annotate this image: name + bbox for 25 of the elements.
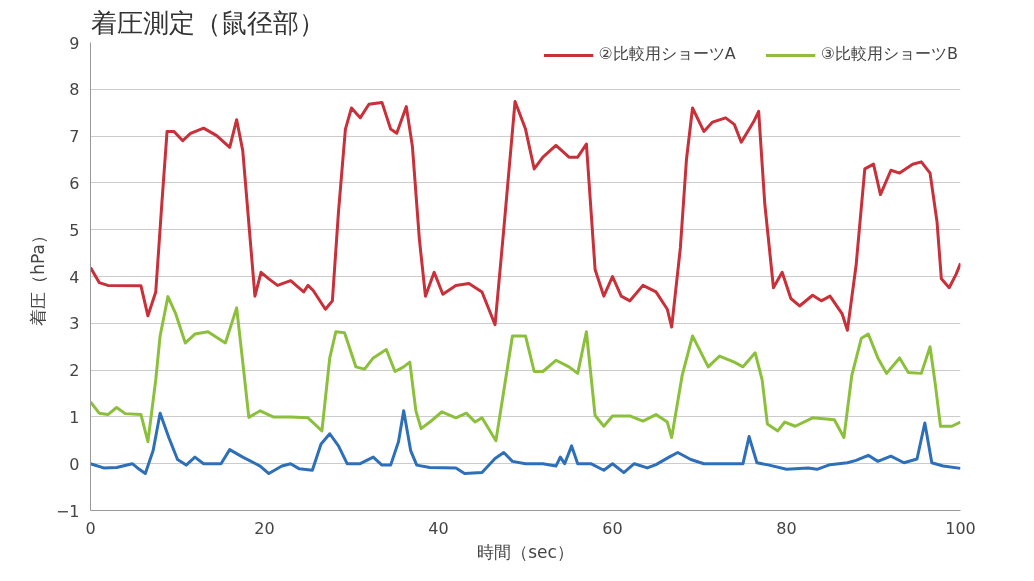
x-tick-label: 100: [945, 518, 976, 538]
x-tick-label: 80: [776, 518, 797, 538]
x-tick-label: 0: [85, 518, 96, 538]
y-tick-label: 9: [69, 33, 80, 53]
line-series: [90, 99, 961, 332]
x-tick-label: 20: [254, 518, 275, 538]
y-tick-label: 4: [69, 267, 80, 287]
y-axis-title: 着圧（hPa）: [27, 227, 48, 326]
y-tick-label: 2: [69, 361, 80, 381]
x-axis-title: 時間（sec）: [477, 541, 574, 562]
y-tick-label: 6: [69, 173, 80, 193]
y-tick-label: 0: [69, 454, 80, 474]
x-tick-label: 60: [602, 518, 623, 538]
x-tick-label: 40: [428, 518, 449, 538]
y-tick-label: 8: [69, 80, 80, 100]
legend-label: ③比較用ショーツB: [820, 44, 958, 65]
legend-label: ②比較用ショーツA: [598, 44, 736, 65]
y-tick-label: 5: [69, 220, 80, 240]
chart-title: 着圧測定（鼠径部）: [90, 7, 325, 38]
line-series: [90, 295, 961, 444]
line-series: [90, 409, 961, 476]
y-tick-label: 7: [69, 127, 80, 147]
y-tick-label: 1: [69, 407, 80, 427]
y-tick-label: 3: [69, 314, 80, 334]
y-tick-label: −1: [55, 501, 80, 521]
